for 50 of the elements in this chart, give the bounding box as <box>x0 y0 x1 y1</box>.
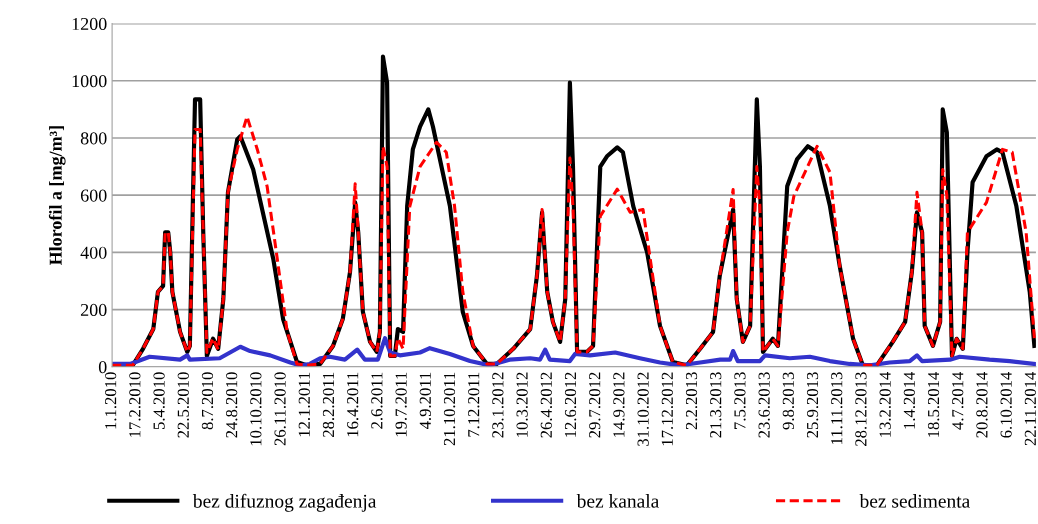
y-tick-label: 1000 <box>72 75 107 88</box>
x-tick-label: 18.5.2014 <box>927 371 940 437</box>
y-tick-label: 800 <box>80 132 107 145</box>
legend-label: bez sedimenta <box>859 494 970 508</box>
x-tick-label: 24.8.2010 <box>226 372 238 438</box>
x-tick-label: 28.2.2011 <box>322 372 335 437</box>
x-tick-label: 26.11.2010 <box>274 372 286 446</box>
y-tick-label: 0 <box>98 361 107 374</box>
x-tick-label: 21.10.2011 <box>443 372 456 446</box>
x-tick-label: 13.2.2014 <box>879 371 891 437</box>
x-tick-label: 22.11.2014 <box>1024 371 1037 446</box>
x-tick-label: 23.1.2012 <box>492 372 504 438</box>
x-tick-label: 11.11.2013 <box>831 372 843 444</box>
x-tick-label: 2.6.2011 <box>371 372 383 429</box>
x-tick-label: 7.12.2011 <box>468 372 480 437</box>
y-tick-label: 600 <box>80 189 107 202</box>
x-tick-label: 26.4.2012 <box>540 372 552 438</box>
x-tick-label: 19.7.2011 <box>395 372 407 437</box>
x-tick-label: 21.3.2013 <box>710 372 722 438</box>
x-tick-label: 23.6.2013 <box>758 372 770 438</box>
x-tick-label: 10.10.2010 <box>250 372 262 446</box>
x-tick-label: 17.2.2010 <box>129 372 141 437</box>
legend-label: bez kanala <box>576 494 660 508</box>
x-tick-label: 17.12.2012 <box>661 372 674 446</box>
x-tick-label: 1.4.2014 <box>903 371 916 429</box>
x-tick-label: 16.4.2011 <box>347 372 359 437</box>
x-tick-label: 29.7.2012 <box>589 372 601 438</box>
x-tick-label: 7.5.2013 <box>734 372 746 429</box>
x-tick-label: 4.9.2011 <box>419 372 431 430</box>
x-tick-label: 25.9.2013 <box>806 372 819 438</box>
x-tick-label: 1.1.2010 <box>105 372 117 429</box>
legend-label: bez difuznog zagađenja <box>192 493 377 512</box>
x-tick-label: 10.3.2012 <box>516 372 528 437</box>
y-tick-label: 1200 <box>72 17 107 31</box>
x-tick-label: 8.7.2010 <box>201 372 214 430</box>
x-tick-label: 5.4.2010 <box>153 372 165 430</box>
x-tick-label: 20.8.2014 <box>976 371 988 438</box>
y-axis-title: Hlorofil a [mg/m³] <box>48 126 66 266</box>
x-tick-label: 22.5.2010 <box>177 372 189 438</box>
x-tick-label: 12.6.2012 <box>564 372 577 437</box>
x-tick-label: 6.10.2014 <box>1000 371 1012 438</box>
x-tick-label: 9.8.2013 <box>782 372 795 430</box>
y-tick-label: 200 <box>80 303 107 317</box>
x-tick-label: 4.7.2014 <box>952 371 964 430</box>
x-tick-label: 31.10.2012 <box>637 372 649 446</box>
x-tick-label: 12.1.2011 <box>298 372 310 437</box>
x-tick-label: 28.12.2013 <box>855 372 867 446</box>
x-tick-label: 14.9.2012 <box>613 372 625 437</box>
y-tick-label: 400 <box>80 246 107 259</box>
x-tick-label: 2.2.2013 <box>685 372 698 430</box>
